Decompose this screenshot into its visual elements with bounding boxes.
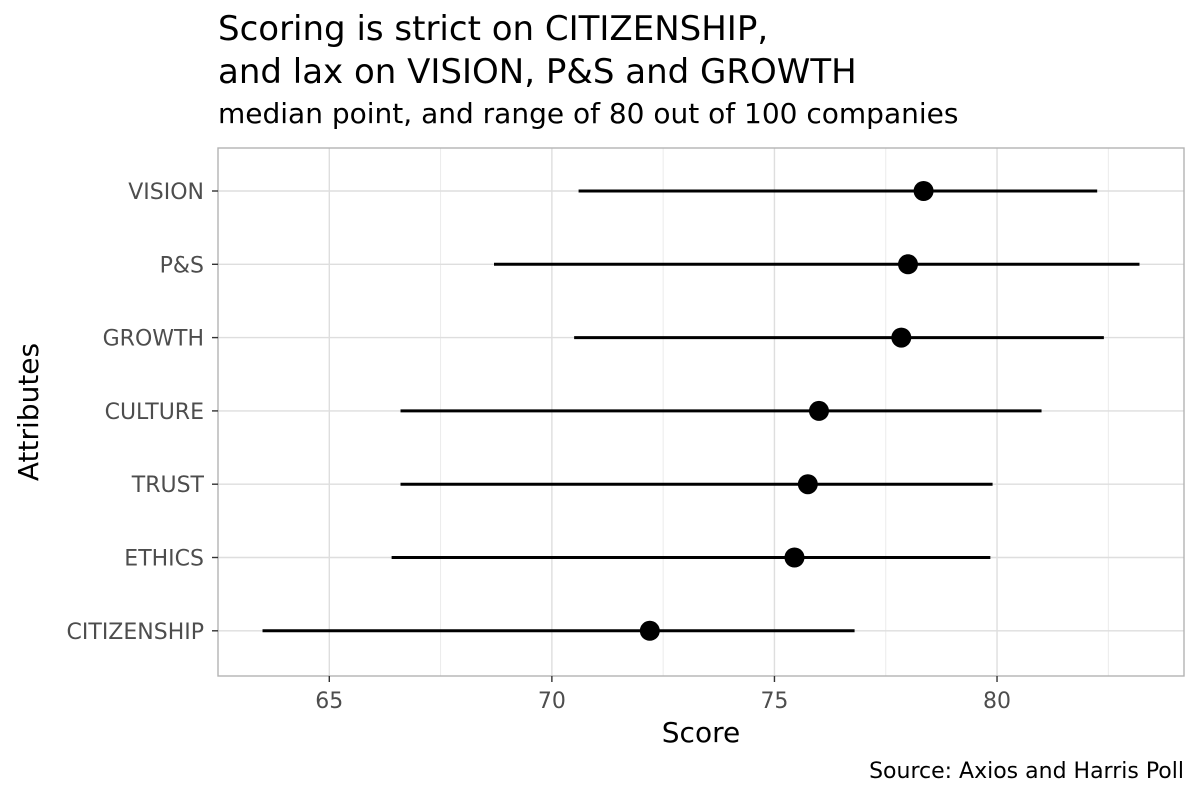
y-tick-label: CULTURE bbox=[105, 400, 204, 425]
median-point bbox=[808, 400, 829, 421]
y-tick-label: P&S bbox=[160, 253, 204, 278]
y-axis-title: Attributes bbox=[12, 343, 45, 481]
x-tick-label: 70 bbox=[538, 689, 566, 714]
x-axis-title: Score bbox=[662, 716, 740, 749]
median-point bbox=[898, 254, 918, 275]
x-tick-label: 80 bbox=[983, 689, 1011, 714]
y-tick-label: ETHICS bbox=[124, 547, 204, 572]
chart-caption: Source: Axios and Harris Poll bbox=[869, 759, 1184, 784]
y-tick-label: TRUST bbox=[131, 473, 205, 498]
chart-title-line-1: Scoring is strict on CITIZENSHIP, bbox=[218, 9, 769, 49]
chart-title: Scoring is strict on CITIZENSHIP, and la… bbox=[218, 8, 857, 94]
plot-border bbox=[217, 147, 1185, 677]
chart-subtitle: median point, and range of 80 out of 100… bbox=[218, 97, 959, 130]
median-point bbox=[639, 620, 660, 641]
chart-title-line-2: and lax on VISION, P&S and GROWTH bbox=[218, 52, 857, 92]
y-tick-label: VISION bbox=[128, 180, 204, 205]
y-tick-label: GROWTH bbox=[103, 327, 204, 352]
median-point bbox=[784, 547, 805, 568]
median-point bbox=[913, 181, 934, 201]
x-tick-label: 65 bbox=[315, 689, 343, 714]
median-point bbox=[797, 474, 818, 495]
y-tick-label: CITIZENSHIP bbox=[67, 620, 204, 645]
median-point bbox=[891, 327, 912, 348]
x-tick-label: 75 bbox=[760, 689, 788, 714]
